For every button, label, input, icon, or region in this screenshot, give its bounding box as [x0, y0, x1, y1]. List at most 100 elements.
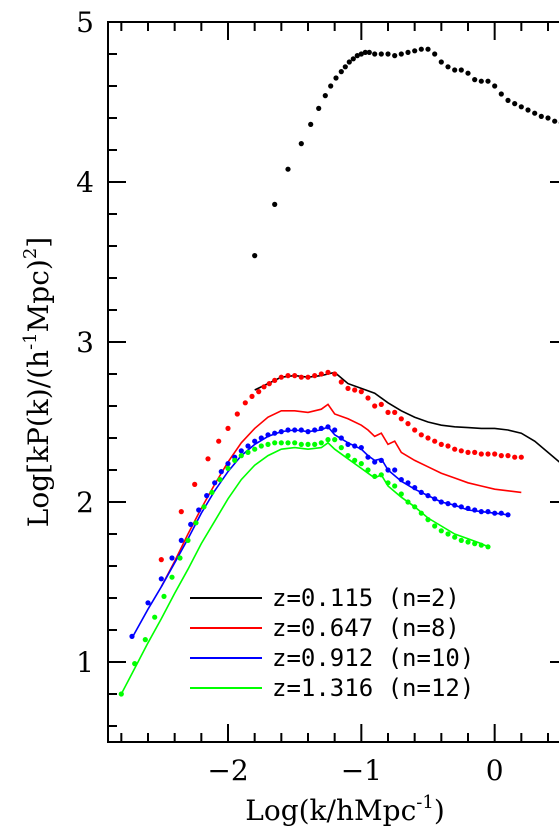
- y-tick-label: 3: [76, 326, 94, 359]
- data-point: [385, 480, 391, 486]
- data-point: [498, 91, 504, 97]
- data-point: [158, 557, 164, 563]
- data-point: [385, 51, 391, 57]
- data-point: [118, 691, 124, 697]
- data-point: [345, 441, 351, 447]
- data-point: [292, 373, 298, 379]
- data-point: [338, 435, 344, 441]
- data-point: [272, 440, 278, 446]
- data-point: [385, 467, 391, 473]
- data-point: [512, 101, 518, 107]
- data-point: [385, 409, 391, 415]
- data-point: [272, 377, 278, 383]
- y-axis-title-part-1: Log[kP(k)/(h: [22, 350, 55, 527]
- data-point: [238, 453, 244, 459]
- data-point: [438, 499, 444, 505]
- x-axis-title-main: Log(k/hMpc: [245, 794, 416, 827]
- data-point: [265, 432, 271, 438]
- data-point: [438, 59, 444, 65]
- data-point: [292, 427, 298, 433]
- series-2: [129, 424, 511, 640]
- data-point: [405, 480, 411, 486]
- data-point: [132, 661, 138, 667]
- data-point: [258, 443, 264, 449]
- data-point: [485, 509, 491, 515]
- y-tick-label: 1: [76, 646, 94, 679]
- data-point: [342, 64, 348, 70]
- data-point: [372, 473, 378, 479]
- data-point: [256, 389, 262, 395]
- series-layer: [118, 46, 559, 697]
- data-point: [445, 531, 451, 537]
- data-point: [316, 105, 322, 111]
- data-point: [292, 440, 298, 446]
- data-point: [438, 528, 444, 534]
- data-point: [305, 374, 311, 380]
- series-line: [160, 403, 522, 588]
- data-point: [405, 421, 411, 427]
- data-point: [298, 141, 304, 147]
- data-point: [392, 53, 398, 59]
- data-point: [365, 395, 371, 401]
- series-1: [158, 369, 524, 588]
- data-point: [418, 489, 424, 495]
- data-point: [234, 411, 240, 417]
- data-point: [225, 425, 231, 431]
- data-point: [425, 517, 431, 523]
- data-point: [485, 78, 491, 84]
- data-point: [249, 393, 255, 399]
- data-point: [445, 64, 451, 70]
- data-point: [196, 507, 202, 513]
- data-point: [372, 403, 378, 409]
- legend-label: z=0.115 (n=2): [272, 584, 460, 612]
- data-point: [352, 387, 358, 393]
- data-point: [518, 454, 524, 460]
- legend-label: z=1.316 (n=12): [272, 674, 474, 702]
- data-point: [505, 512, 511, 518]
- data-point: [238, 448, 244, 454]
- data-point: [365, 454, 371, 460]
- data-point: [312, 427, 318, 433]
- data-point: [532, 110, 538, 116]
- data-point: [478, 509, 484, 515]
- data-point: [312, 441, 318, 447]
- data-point: [325, 369, 331, 375]
- data-point: [372, 459, 378, 465]
- data-point: [458, 504, 464, 510]
- data-point: [458, 448, 464, 454]
- data-point: [525, 107, 531, 113]
- data-point: [169, 555, 175, 561]
- data-point: [478, 542, 484, 548]
- data-point: [185, 537, 191, 544]
- data-point: [209, 489, 215, 495]
- data-point: [278, 374, 284, 380]
- data-point: [285, 440, 291, 446]
- data-point: [498, 453, 504, 459]
- data-point: [485, 451, 491, 457]
- data-point: [362, 49, 368, 56]
- y-axis-title-part-2: Mpc): [22, 259, 55, 332]
- data-point: [432, 438, 438, 444]
- data-point: [325, 424, 331, 430]
- data-point: [478, 451, 484, 457]
- data-point: [338, 379, 344, 385]
- data-point: [333, 75, 339, 81]
- data-point: [152, 614, 158, 620]
- data-point: [188, 521, 194, 528]
- data-point: [272, 430, 278, 436]
- data-point: [145, 600, 151, 606]
- data-point: [378, 401, 384, 407]
- data-point: [398, 416, 404, 422]
- data-point: [252, 253, 258, 259]
- data-point: [225, 461, 231, 467]
- data-point: [412, 427, 418, 433]
- data-point: [405, 499, 411, 505]
- data-point: [498, 510, 504, 516]
- data-point: [452, 534, 458, 540]
- data-point: [392, 467, 398, 473]
- data-point: [438, 441, 444, 447]
- data-point: [512, 454, 518, 460]
- data-point: [322, 93, 328, 99]
- data-point: [518, 104, 524, 110]
